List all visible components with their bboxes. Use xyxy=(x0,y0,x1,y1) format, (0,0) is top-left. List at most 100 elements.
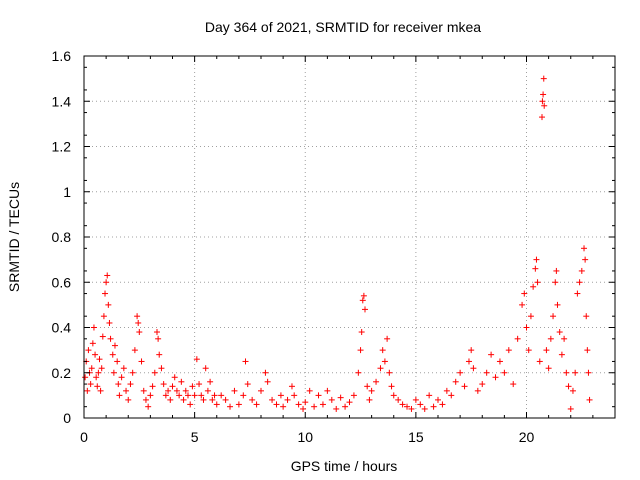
data-point xyxy=(123,387,130,394)
data-point xyxy=(145,403,152,410)
data-point xyxy=(337,394,344,401)
data-point xyxy=(111,342,118,349)
x-axis-label: GPS time / hours xyxy=(291,458,398,474)
data-point xyxy=(253,401,260,408)
data-point xyxy=(118,374,125,381)
data-point xyxy=(525,347,532,354)
data-point xyxy=(131,347,138,354)
data-point xyxy=(306,387,313,394)
y-tick-label: 0 xyxy=(63,410,71,426)
data-point xyxy=(558,351,565,358)
data-point xyxy=(182,387,189,394)
data-point xyxy=(554,301,561,308)
data-point xyxy=(142,396,149,403)
data-point xyxy=(417,401,424,408)
data-point xyxy=(264,378,271,385)
data-point xyxy=(457,369,464,376)
data-point xyxy=(553,267,560,274)
data-point xyxy=(550,313,557,320)
data-point xyxy=(171,374,178,381)
data-point xyxy=(105,301,112,308)
data-point xyxy=(191,392,198,399)
data-point xyxy=(291,392,298,399)
data-point xyxy=(84,387,91,394)
data-point xyxy=(92,351,99,358)
data-point xyxy=(147,392,154,399)
data-point xyxy=(302,399,309,406)
data-point xyxy=(572,369,579,376)
data-point xyxy=(563,369,570,376)
data-point xyxy=(284,396,291,403)
data-point xyxy=(561,335,568,342)
data-point xyxy=(388,383,395,390)
data-point xyxy=(235,401,242,408)
data-point xyxy=(202,365,209,372)
data-point xyxy=(585,369,592,376)
data-point xyxy=(193,356,200,363)
x-tick-label: 5 xyxy=(191,429,199,445)
data-point xyxy=(262,369,269,376)
data-point xyxy=(532,265,539,272)
data-point xyxy=(576,279,583,286)
data-point xyxy=(97,387,104,394)
data-point xyxy=(244,381,251,388)
x-axis-tick-labels: 0 5 10 15 20 xyxy=(80,429,534,445)
data-point xyxy=(176,392,183,399)
data-point xyxy=(106,319,113,326)
data-point xyxy=(125,396,132,403)
data-point xyxy=(421,405,428,412)
data-point xyxy=(89,340,96,347)
data-point xyxy=(93,374,100,381)
data-point xyxy=(269,396,276,403)
data-point xyxy=(209,396,216,403)
data-point xyxy=(581,245,588,252)
data-point xyxy=(527,313,534,320)
data-point xyxy=(448,392,455,399)
data-point xyxy=(242,358,249,365)
data-point xyxy=(100,313,107,320)
data-point xyxy=(461,383,468,390)
data-point xyxy=(249,396,256,403)
data-point xyxy=(430,403,437,410)
y-tick-label: 0.8 xyxy=(52,229,72,245)
data-point xyxy=(95,369,102,376)
data-point xyxy=(198,392,205,399)
data-point xyxy=(120,365,127,372)
data-point xyxy=(452,378,459,385)
data-point xyxy=(465,358,472,365)
data-point xyxy=(404,403,411,410)
data-point xyxy=(115,381,122,388)
plot-frame xyxy=(83,55,616,419)
data-point xyxy=(184,392,191,399)
data-point xyxy=(96,356,103,363)
data-point xyxy=(127,381,134,388)
data-point xyxy=(88,365,95,372)
data-point xyxy=(534,279,541,286)
data-point xyxy=(218,392,225,399)
x-tick-label: 20 xyxy=(519,429,535,445)
data-point xyxy=(280,403,287,410)
data-point xyxy=(160,381,167,388)
data-point xyxy=(240,392,247,399)
data-point xyxy=(368,387,375,394)
data-point xyxy=(213,401,220,408)
data-point xyxy=(231,387,238,394)
data-point xyxy=(87,381,94,388)
y-tick-label: 1 xyxy=(63,184,71,200)
data-point xyxy=(474,387,481,394)
y-axis-label: SRMTID / TECUs xyxy=(6,182,22,292)
chart-title: Day 364 of 2021, SRMTID for receiver mke… xyxy=(205,19,481,35)
data-point xyxy=(346,399,353,406)
data-point xyxy=(539,98,546,105)
data-point xyxy=(488,351,495,358)
data-point xyxy=(390,392,397,399)
data-point xyxy=(377,365,384,372)
data-point xyxy=(104,272,111,279)
data-point xyxy=(521,290,528,297)
data-point xyxy=(358,329,365,336)
data-point xyxy=(90,324,97,331)
data-point xyxy=(355,369,362,376)
data-point xyxy=(468,347,475,354)
data-point xyxy=(359,297,366,304)
data-point xyxy=(545,365,552,372)
